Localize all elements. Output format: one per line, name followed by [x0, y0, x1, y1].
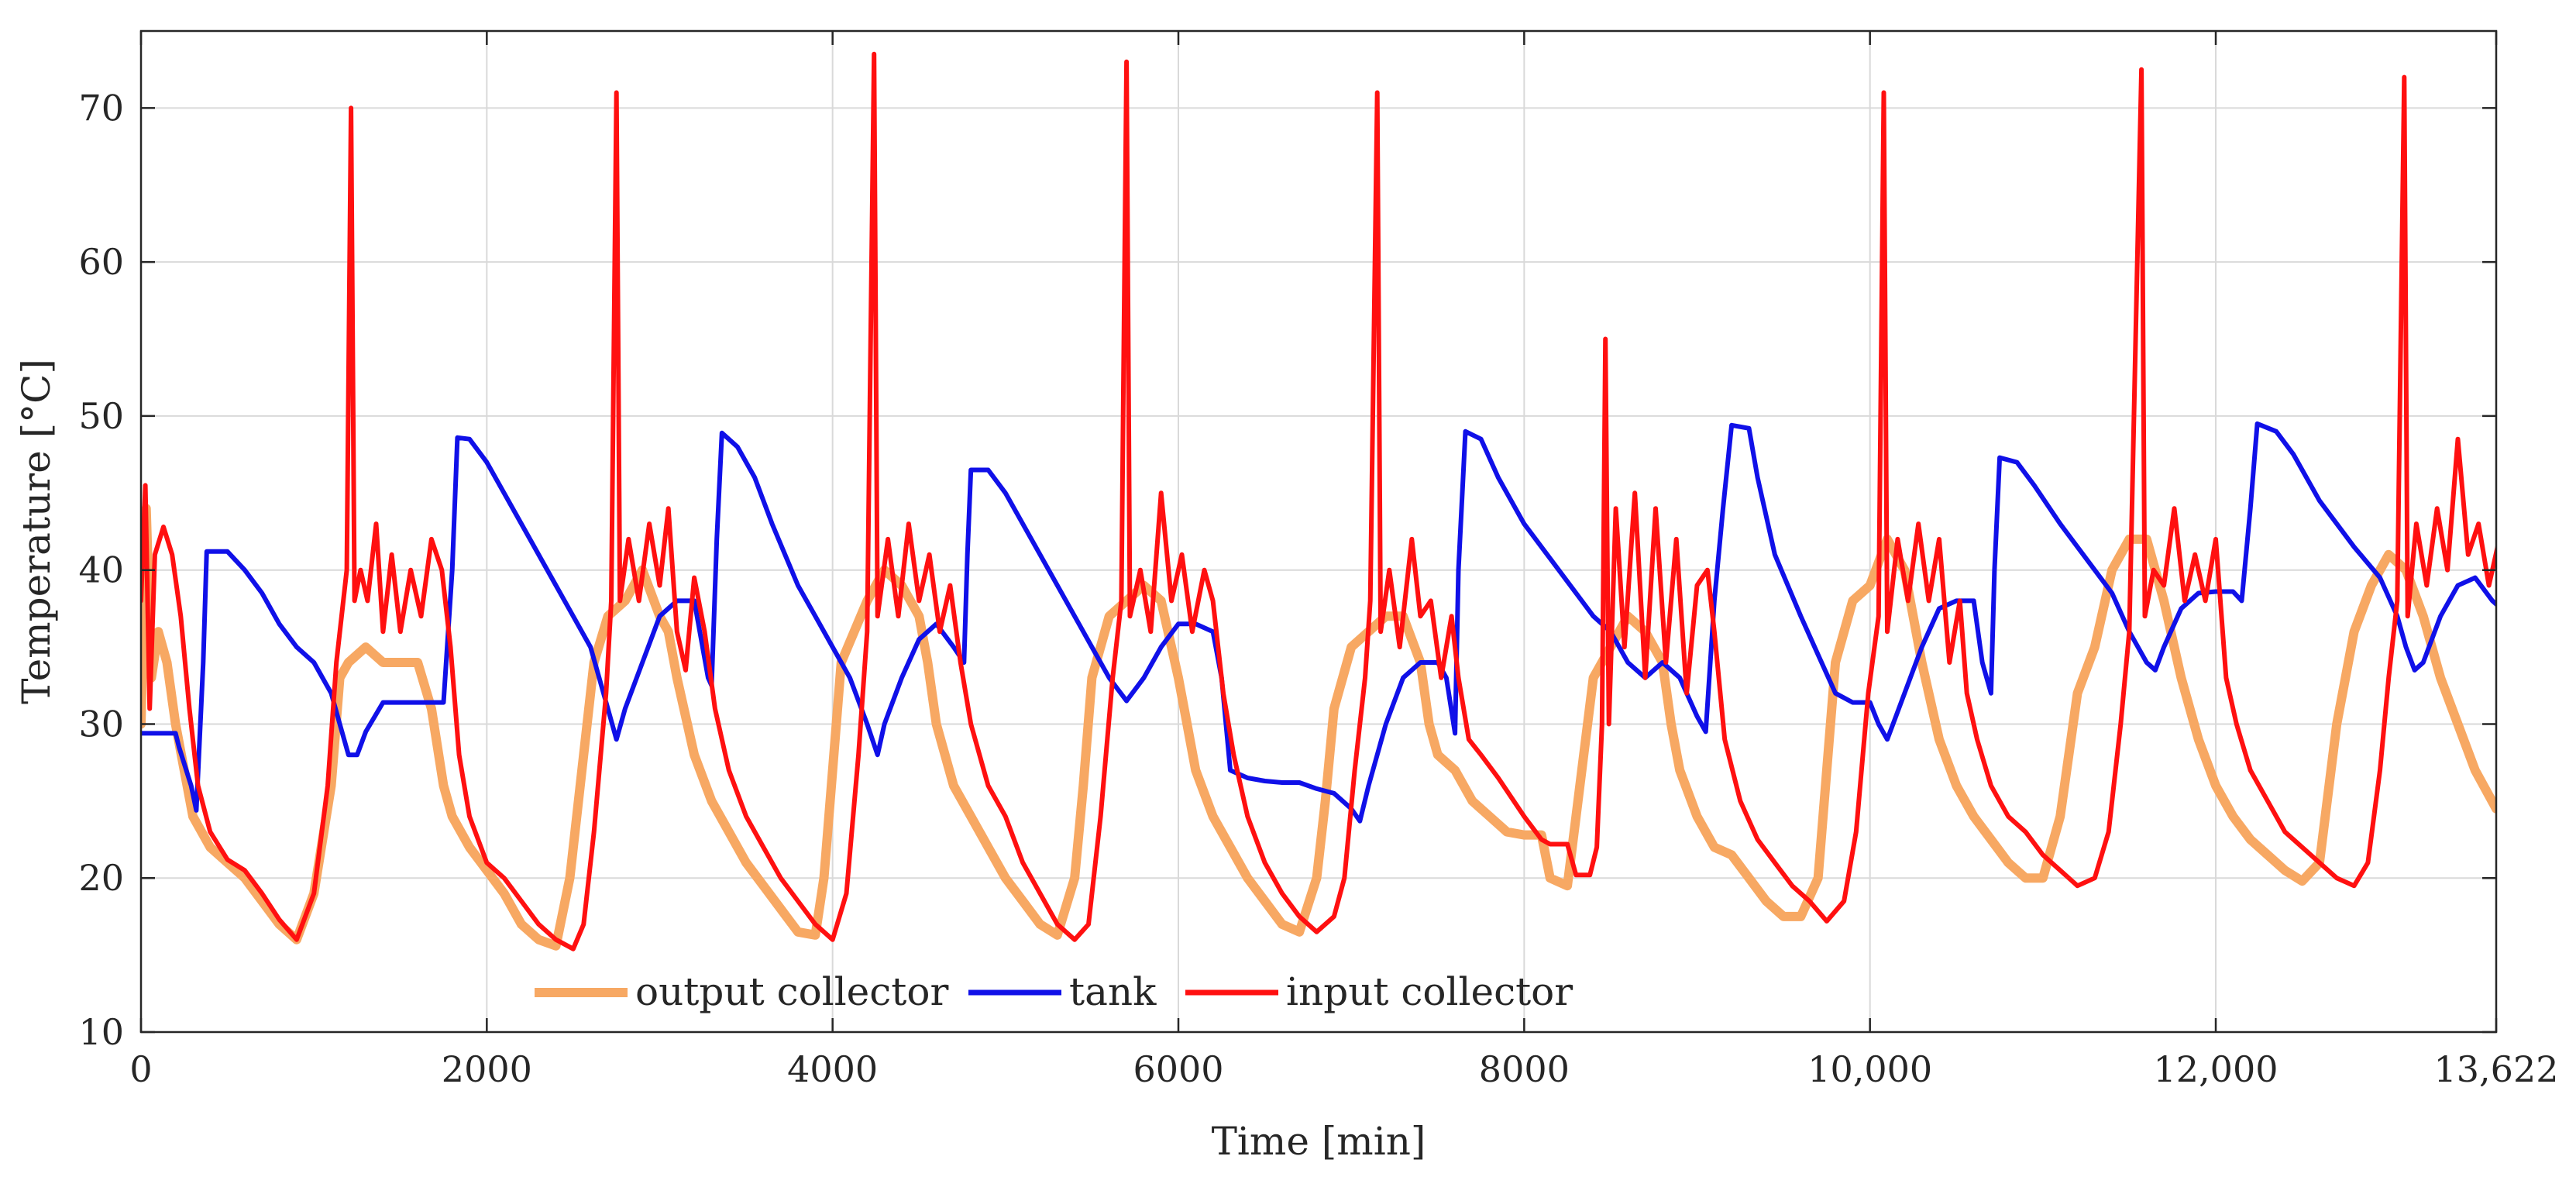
series-line-output-collector — [141, 504, 2496, 951]
legend: output collector tank input collector — [535, 969, 1573, 1014]
x-tick-label: 8000 — [1479, 1048, 1570, 1090]
x-tick-label: 12,000 — [2154, 1048, 2279, 1090]
series-layer — [141, 51, 2496, 951]
legend-label-tank: tank — [1069, 969, 1157, 1014]
x-tick-label: 0 — [129, 1048, 152, 1090]
plot-frame — [139, 29, 2498, 1034]
x-tick-label: 4000 — [787, 1048, 878, 1090]
y-axis-title: Temperature [°C] — [14, 359, 59, 704]
series-line-input-collector — [141, 51, 2496, 951]
y-tick-label: 20 — [78, 857, 124, 899]
y-tick-label: 10 — [78, 1011, 124, 1053]
x-tick-label: 10,000 — [1807, 1048, 1932, 1090]
y-tick-label: 60 — [78, 241, 124, 283]
y-tick-label: 40 — [78, 549, 124, 591]
x-tick-label: 2000 — [442, 1048, 532, 1090]
y-tick-label: 50 — [78, 395, 124, 437]
x-tick-label: 13,622 — [2434, 1048, 2559, 1090]
legend-label-input-collector: input collector — [1286, 969, 1573, 1014]
grid-lines — [141, 31, 2496, 1032]
y-tick-labels: 10 20 30 40 50 60 70 — [78, 87, 124, 1053]
y-tick-label: 70 — [78, 87, 124, 129]
legend-label-output-collector: output collector — [635, 969, 948, 1014]
axis-ticks — [139, 31, 2498, 1034]
x-tick-labels: 0 2000 4000 6000 8000 10,000 12,000 13,622 — [129, 1048, 2558, 1090]
y-tick-label: 30 — [78, 703, 124, 745]
x-tick-label: 6000 — [1133, 1048, 1223, 1090]
x-axis-title: Time [min] — [1212, 1119, 1426, 1164]
